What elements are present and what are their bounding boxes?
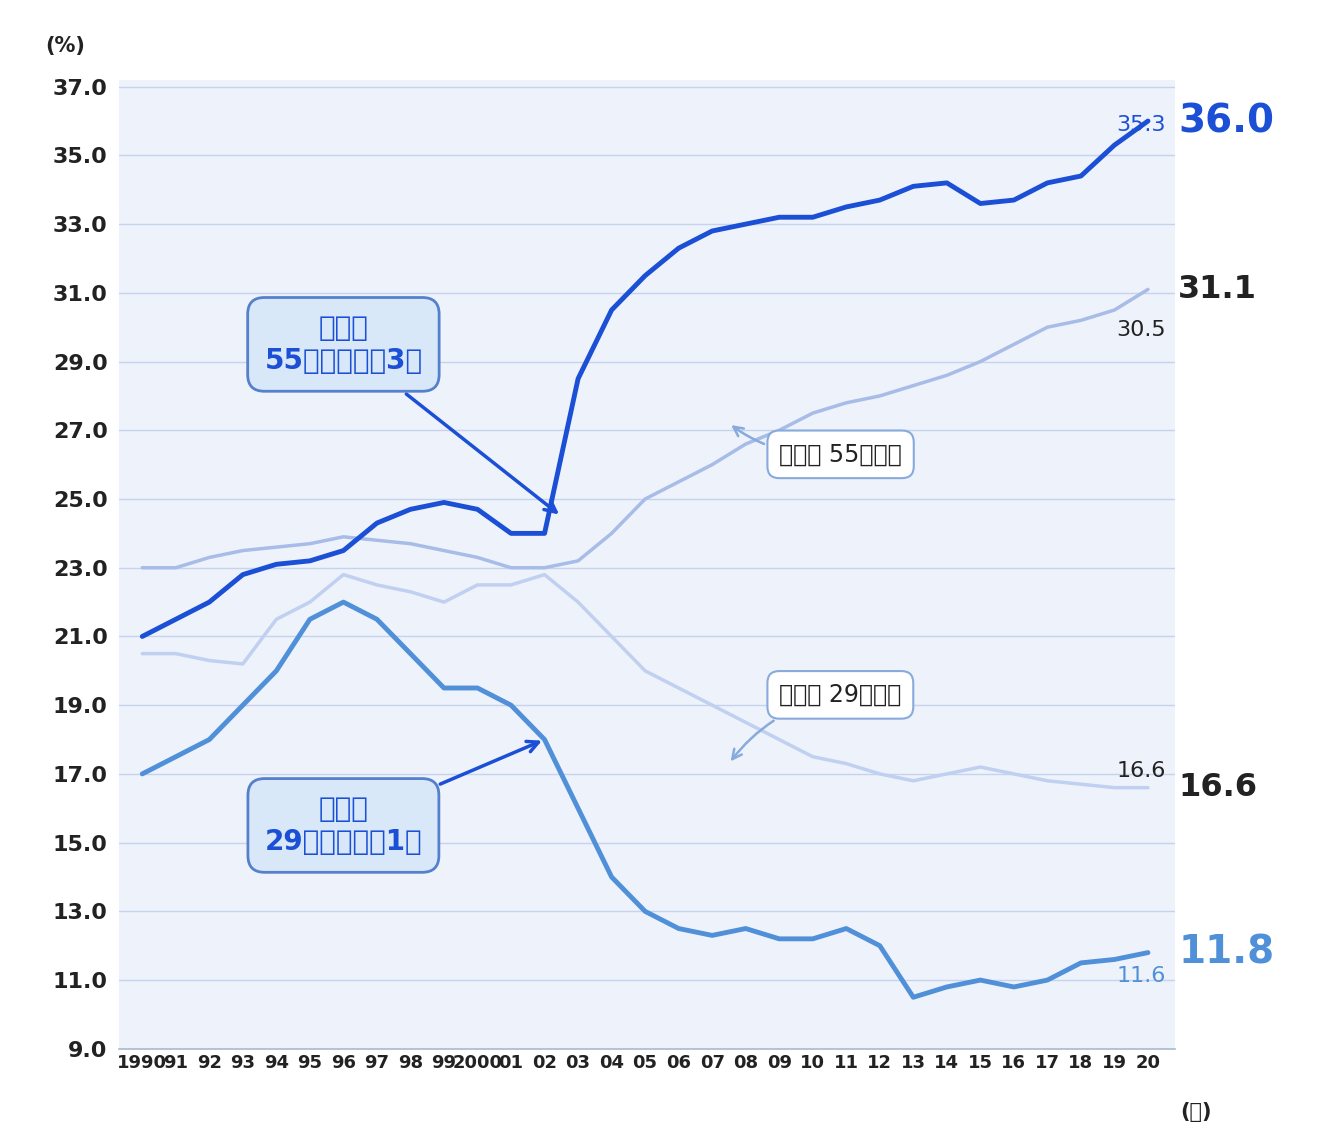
Text: 建設業
29歳以下は約1割: 建設業 29歳以下は約1割 [264, 741, 539, 856]
Text: 36.0: 36.0 [1179, 103, 1274, 140]
Text: 35.3: 35.3 [1117, 115, 1166, 135]
Text: 30.5: 30.5 [1117, 320, 1166, 341]
Text: 11.6: 11.6 [1117, 967, 1166, 986]
Text: (%): (%) [45, 35, 84, 56]
Text: 全業種 29歳以下: 全業種 29歳以下 [733, 683, 902, 759]
Text: (年): (年) [1180, 1102, 1212, 1122]
Text: 16.6: 16.6 [1117, 760, 1166, 781]
Text: 31.1: 31.1 [1179, 274, 1257, 304]
Text: 11.8: 11.8 [1179, 934, 1274, 971]
Text: 16.6: 16.6 [1179, 772, 1257, 804]
Text: 建設業
55歳以上は約3割: 建設業 55歳以上は約3割 [264, 315, 556, 512]
Text: 全業種 55歳以上: 全業種 55歳以上 [734, 426, 902, 466]
